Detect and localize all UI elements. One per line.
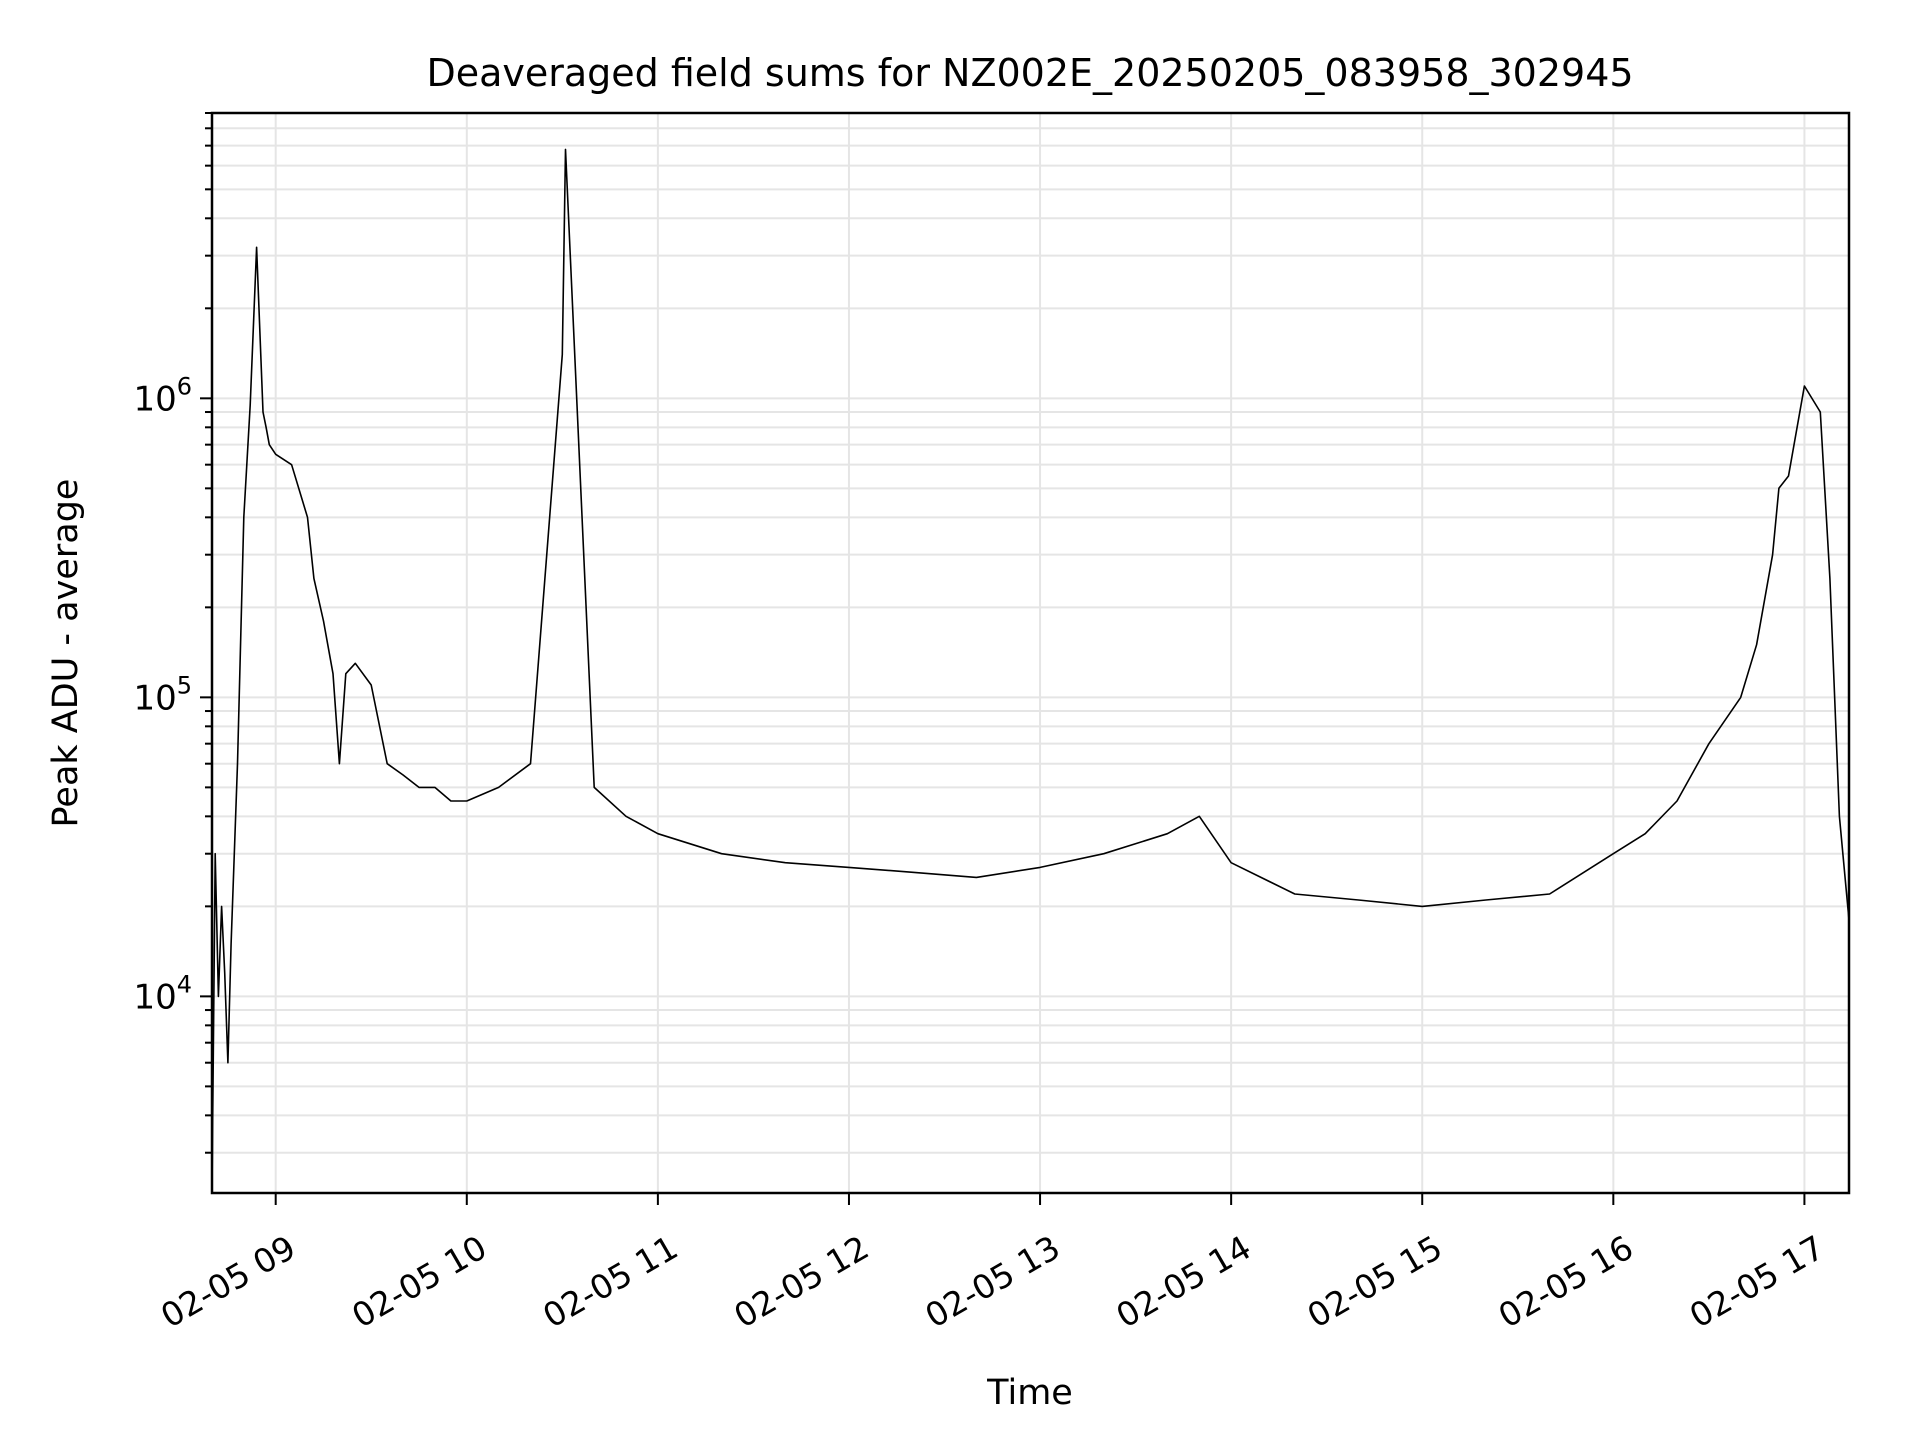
y-tick-label: 106 <box>133 372 192 419</box>
series <box>212 148 1849 1193</box>
chart-title: Deaveraged field sums for NZ002E_2025020… <box>426 51 1633 95</box>
x-tick-label: 02-05 09 <box>154 1228 302 1336</box>
x-tick-label: 02-05 15 <box>1301 1228 1449 1336</box>
x-tick-label: 02-05 16 <box>1492 1228 1640 1336</box>
series-line <box>212 148 1849 1193</box>
y-tick-label: 105 <box>133 671 192 718</box>
grid <box>212 112 1849 1193</box>
x-tick-label: 02-05 13 <box>918 1228 1066 1336</box>
y-tick-label: 104 <box>133 970 192 1017</box>
x-tick-label: 02-05 17 <box>1683 1228 1831 1336</box>
x-tick-label: 02-05 10 <box>345 1228 493 1336</box>
y-axis-label: Peak ADU - average <box>46 479 86 828</box>
x-tick-label: 02-05 14 <box>1110 1228 1258 1336</box>
plot-frame <box>210 111 1851 1195</box>
x-tick-label: 02-05 11 <box>536 1228 684 1336</box>
x-tick-label: 02-05 12 <box>727 1228 875 1336</box>
x-axis-label: Time <box>986 1373 1073 1413</box>
